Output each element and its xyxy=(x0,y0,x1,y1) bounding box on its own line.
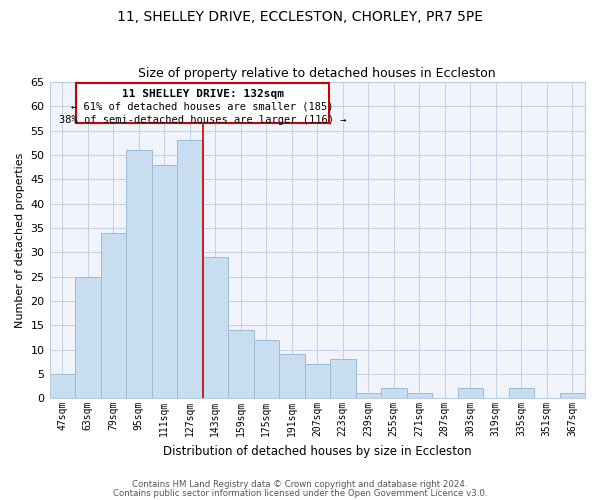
Y-axis label: Number of detached properties: Number of detached properties xyxy=(15,152,25,328)
Bar xyxy=(509,388,534,398)
Text: 11, SHELLEY DRIVE, ECCLESTON, CHORLEY, PR7 5PE: 11, SHELLEY DRIVE, ECCLESTON, CHORLEY, P… xyxy=(117,10,483,24)
Bar xyxy=(228,330,254,398)
Bar xyxy=(305,364,330,398)
Bar xyxy=(50,374,75,398)
Text: Contains public sector information licensed under the Open Government Licence v3: Contains public sector information licen… xyxy=(113,488,487,498)
Bar xyxy=(458,388,483,398)
Bar xyxy=(381,388,407,398)
Bar xyxy=(152,164,177,398)
Bar xyxy=(126,150,152,398)
Bar xyxy=(101,233,126,398)
Text: ← 61% of detached houses are smaller (185): ← 61% of detached houses are smaller (18… xyxy=(71,102,334,112)
Text: 11 SHELLEY DRIVE: 132sqm: 11 SHELLEY DRIVE: 132sqm xyxy=(122,89,284,99)
X-axis label: Distribution of detached houses by size in Eccleston: Distribution of detached houses by size … xyxy=(163,444,472,458)
Bar xyxy=(203,257,228,398)
Text: 38% of semi-detached houses are larger (116) →: 38% of semi-detached houses are larger (… xyxy=(59,114,346,124)
Bar xyxy=(330,359,356,398)
Bar xyxy=(177,140,203,398)
Bar xyxy=(254,340,279,398)
Title: Size of property relative to detached houses in Eccleston: Size of property relative to detached ho… xyxy=(139,66,496,80)
Bar xyxy=(356,394,381,398)
Bar xyxy=(75,276,101,398)
Text: Contains HM Land Registry data © Crown copyright and database right 2024.: Contains HM Land Registry data © Crown c… xyxy=(132,480,468,489)
Bar xyxy=(407,394,432,398)
FancyBboxPatch shape xyxy=(76,83,329,124)
Bar xyxy=(279,354,305,398)
Bar xyxy=(560,394,585,398)
